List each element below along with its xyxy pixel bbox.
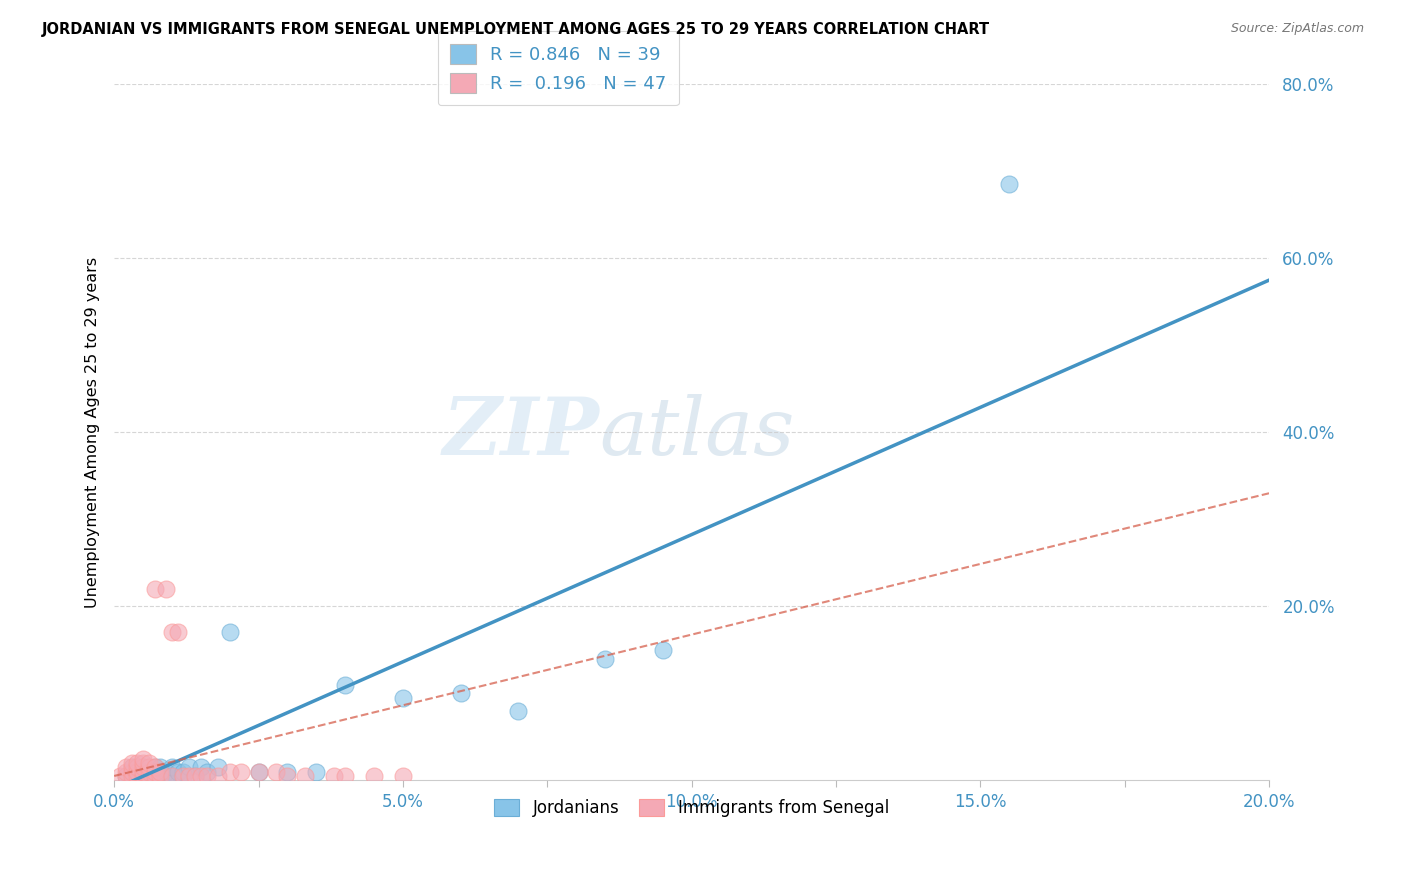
Point bbox=[121, 756, 143, 770]
Point bbox=[132, 764, 155, 779]
Point bbox=[132, 760, 155, 774]
Point bbox=[160, 760, 183, 774]
Point bbox=[149, 769, 172, 783]
Point bbox=[108, 769, 131, 783]
Point bbox=[195, 769, 218, 783]
Point bbox=[138, 756, 160, 770]
Point bbox=[121, 760, 143, 774]
Point bbox=[264, 764, 287, 779]
Point bbox=[218, 764, 240, 779]
Point bbox=[363, 769, 385, 783]
Point bbox=[190, 760, 212, 774]
Point bbox=[143, 760, 166, 774]
Point bbox=[450, 686, 472, 700]
Point bbox=[333, 769, 356, 783]
Point bbox=[231, 764, 253, 779]
Text: atlas: atlas bbox=[599, 393, 794, 471]
Point bbox=[247, 764, 270, 779]
Point bbox=[121, 769, 143, 783]
Point bbox=[143, 769, 166, 783]
Point bbox=[127, 769, 149, 783]
Text: JORDANIAN VS IMMIGRANTS FROM SENEGAL UNEMPLOYMENT AMONG AGES 25 TO 29 YEARS CORR: JORDANIAN VS IMMIGRANTS FROM SENEGAL UNE… bbox=[42, 22, 990, 37]
Point bbox=[127, 769, 149, 783]
Text: ZIP: ZIP bbox=[443, 393, 599, 471]
Point bbox=[114, 764, 136, 779]
Point bbox=[305, 764, 328, 779]
Point bbox=[138, 769, 160, 783]
Point bbox=[392, 769, 415, 783]
Point bbox=[593, 651, 616, 665]
Point bbox=[172, 769, 194, 783]
Point bbox=[160, 769, 183, 783]
Point bbox=[190, 769, 212, 783]
Point bbox=[294, 769, 316, 783]
Point bbox=[143, 764, 166, 779]
Point bbox=[149, 760, 172, 774]
Point bbox=[207, 760, 229, 774]
Point bbox=[179, 760, 201, 774]
Point bbox=[132, 756, 155, 770]
Point bbox=[127, 764, 149, 779]
Point bbox=[166, 764, 188, 779]
Point bbox=[195, 764, 218, 779]
Point bbox=[651, 643, 673, 657]
Point bbox=[184, 769, 207, 783]
Point bbox=[184, 769, 207, 783]
Point bbox=[998, 178, 1021, 192]
Point bbox=[508, 704, 530, 718]
Point bbox=[247, 764, 270, 779]
Point bbox=[155, 582, 177, 596]
Point bbox=[155, 769, 177, 783]
Point bbox=[114, 769, 136, 783]
Point bbox=[114, 769, 136, 783]
Point bbox=[132, 751, 155, 765]
Point bbox=[127, 756, 149, 770]
Point bbox=[143, 769, 166, 783]
Point bbox=[149, 769, 172, 783]
Point bbox=[121, 764, 143, 779]
Point bbox=[155, 764, 177, 779]
Point bbox=[322, 769, 344, 783]
Point bbox=[276, 764, 298, 779]
Text: Source: ZipAtlas.com: Source: ZipAtlas.com bbox=[1230, 22, 1364, 36]
Point bbox=[392, 690, 415, 705]
Point bbox=[132, 769, 155, 783]
Point bbox=[127, 760, 149, 774]
Point bbox=[132, 769, 155, 783]
Point bbox=[143, 764, 166, 779]
Point bbox=[276, 769, 298, 783]
Point bbox=[149, 764, 172, 779]
Point bbox=[160, 625, 183, 640]
Point bbox=[127, 764, 149, 779]
Point bbox=[138, 769, 160, 783]
Point bbox=[121, 760, 143, 774]
Point bbox=[121, 766, 143, 780]
Point bbox=[132, 764, 155, 779]
Point bbox=[138, 764, 160, 779]
Point bbox=[114, 760, 136, 774]
Point bbox=[172, 764, 194, 779]
Point bbox=[149, 764, 172, 779]
Point bbox=[218, 625, 240, 640]
Point bbox=[166, 625, 188, 640]
Point bbox=[160, 769, 183, 783]
Point bbox=[138, 760, 160, 774]
Point bbox=[143, 582, 166, 596]
Point bbox=[138, 764, 160, 779]
Legend: Jordanians, Immigrants from Senegal: Jordanians, Immigrants from Senegal bbox=[488, 793, 896, 824]
Point bbox=[132, 760, 155, 774]
Point bbox=[143, 760, 166, 774]
Point bbox=[172, 769, 194, 783]
Y-axis label: Unemployment Among Ages 25 to 29 years: Unemployment Among Ages 25 to 29 years bbox=[86, 257, 100, 608]
Point bbox=[207, 769, 229, 783]
Point bbox=[179, 769, 201, 783]
Point bbox=[333, 678, 356, 692]
